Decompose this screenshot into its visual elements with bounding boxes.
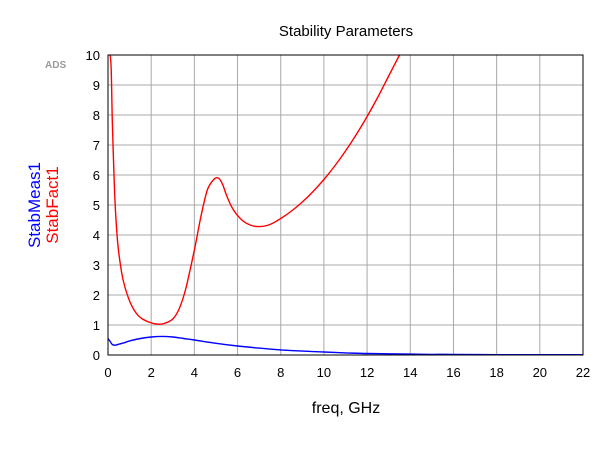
- plot-frame: [107, 54, 584, 356]
- ads-watermark: ADS: [45, 60, 66, 71]
- series-label-stabfact1: StabFact1: [43, 166, 62, 244]
- x-tick-label: 2: [148, 365, 155, 380]
- chart-title: Stability Parameters: [279, 23, 413, 40]
- y-tick-label: 1: [93, 318, 100, 333]
- x-tick-label: 0: [104, 365, 111, 380]
- y-tick-label: 4: [93, 228, 100, 243]
- series-label-stabmeas1: StabMeas1: [25, 162, 44, 248]
- series-line-stabmeas1: [108, 335, 583, 356]
- y-tick-label: 5: [93, 198, 100, 213]
- x-tick-label: 8: [277, 365, 284, 380]
- x-tick-label: 20: [533, 365, 547, 380]
- x-tick-label: 10: [317, 365, 331, 380]
- x-tick-label: 18: [489, 365, 503, 380]
- y-tick-label: 2: [93, 288, 100, 303]
- y-tick-label: 9: [93, 78, 100, 93]
- x-tick-label: 12: [360, 365, 374, 380]
- y-tick-label: 10: [86, 48, 100, 63]
- x-tick-label: 6: [234, 365, 241, 380]
- y-tick-label: 6: [93, 168, 100, 183]
- y-tick-label: 8: [93, 108, 100, 123]
- series-layer: [108, 54, 583, 356]
- x-tick-label: 16: [446, 365, 460, 380]
- x-axis-label: freq, GHz: [312, 400, 380, 417]
- x-tick-label: 22: [576, 365, 590, 380]
- x-tick-label: 14: [403, 365, 417, 380]
- grid: [108, 55, 583, 355]
- series-line-stabfact1: [109, 54, 401, 325]
- y-tick-label: 0: [93, 348, 100, 363]
- y-tick-label: 7: [93, 138, 100, 153]
- y-axis-series-labels: StabMeas1 StabFact1: [25, 162, 62, 248]
- y-tick-label: 3: [93, 258, 100, 273]
- x-tick-label: 4: [191, 365, 198, 380]
